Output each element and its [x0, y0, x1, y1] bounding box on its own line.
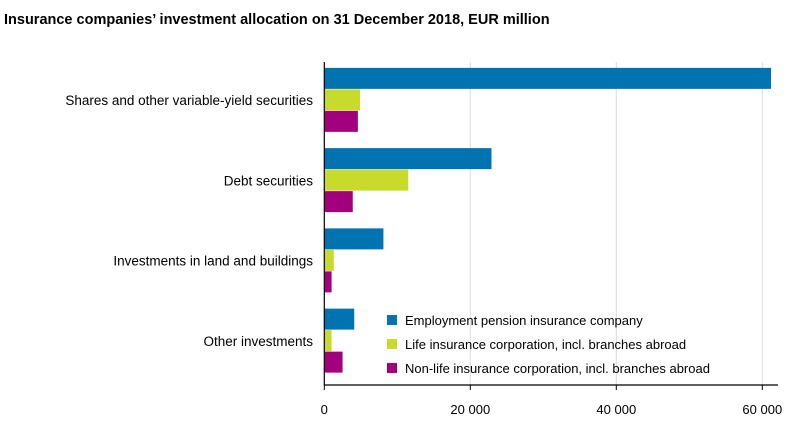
bar [324, 271, 332, 293]
category-label: Other investments [203, 334, 313, 349]
x-tick-label: 60 000 [742, 402, 782, 417]
legend-label: Non-life insurance corporation, incl. br… [405, 361, 710, 376]
bar [324, 228, 384, 250]
bar [324, 110, 358, 132]
bar [324, 330, 332, 352]
bar [324, 148, 492, 170]
category-label: Shares and other variable-yield securiti… [65, 93, 313, 108]
bar [324, 308, 355, 330]
x-tick-label: 40 000 [596, 402, 636, 417]
category-label: Investments in land and buildings [113, 254, 313, 269]
bar [324, 89, 361, 111]
bar [324, 249, 334, 271]
bar [324, 351, 343, 373]
bar [324, 169, 409, 191]
bar [324, 191, 353, 213]
legend-label: Employment pension insurance company [405, 313, 643, 328]
legend-label: Life insurance corporation, incl. branch… [405, 337, 686, 352]
bar [324, 67, 772, 89]
legend-swatch [387, 363, 397, 373]
chart-title: Insurance companies’ investment allocati… [4, 12, 550, 28]
x-tick-label: 20 000 [450, 402, 490, 417]
legend-swatch [387, 315, 397, 325]
legend-swatch [387, 339, 397, 349]
x-tick-label: 0 [321, 402, 328, 417]
category-label: Debt securities [224, 173, 314, 188]
